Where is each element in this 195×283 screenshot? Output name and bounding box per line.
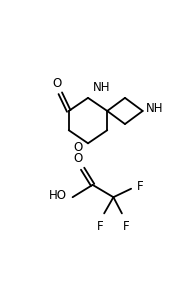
Text: F: F [136,180,143,193]
Text: O: O [53,77,62,90]
Text: HO: HO [48,189,66,202]
Text: O: O [73,152,83,165]
Text: F: F [122,220,129,233]
Text: NH: NH [146,102,163,115]
Text: NH: NH [93,81,110,94]
Text: O: O [73,141,83,154]
Text: F: F [97,220,104,233]
